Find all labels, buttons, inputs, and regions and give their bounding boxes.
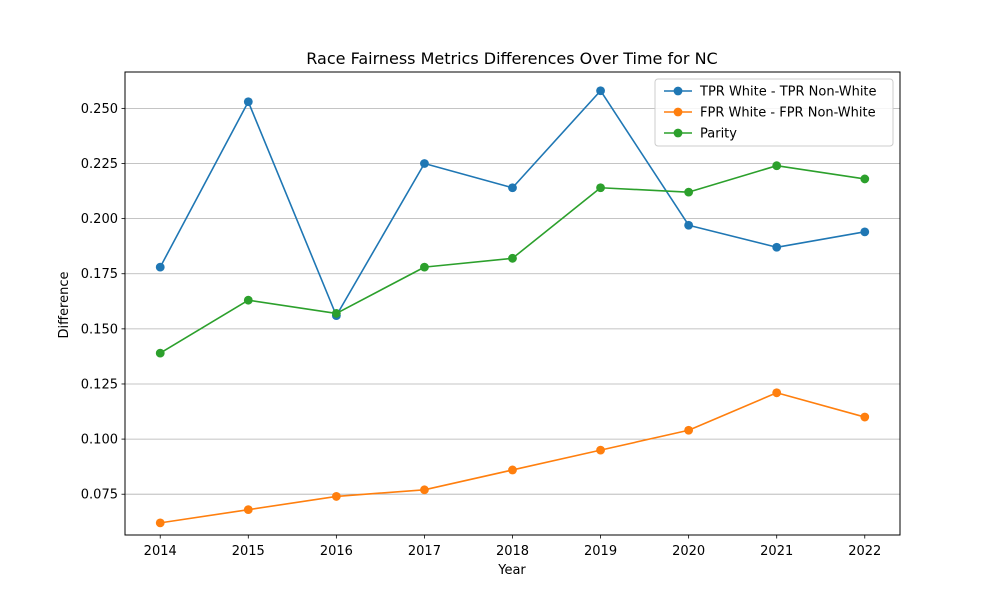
x-tick-label: 2015 <box>232 544 265 559</box>
legend-marker <box>673 86 683 96</box>
legend-label: TPR White - TPR Non-White <box>699 85 877 100</box>
legend-items: TPR White - TPR Non-White FPR White - FPR… <box>664 85 877 142</box>
data-point <box>772 388 782 398</box>
legend-box <box>654 78 894 147</box>
x-tick-label: 2022 <box>848 544 881 559</box>
data-point <box>420 159 429 168</box>
data-point <box>596 86 605 96</box>
data-point <box>508 183 517 193</box>
series-0 <box>155 86 870 321</box>
data-point <box>684 187 694 197</box>
x-tick-label: 2017 <box>408 544 441 559</box>
legend-item: Parity <box>664 127 737 142</box>
y-tick-label: 0.125 <box>81 377 118 392</box>
x-tick-label: 2014 <box>144 544 177 559</box>
data-point <box>772 161 782 171</box>
data-point <box>331 492 341 501</box>
x-tick-label: 2021 <box>760 544 793 559</box>
y-tick-label: 0.250 <box>81 102 118 117</box>
legend-marker <box>673 128 683 138</box>
x-tick-label: 2016 <box>320 544 353 559</box>
y-tick-label: 0.225 <box>81 157 118 172</box>
legend: TPR White - TPR Non-White FPR White - FPR… <box>654 78 894 147</box>
data-point <box>772 242 782 252</box>
data-point <box>243 505 253 515</box>
x-axis-label: Year <box>497 563 526 578</box>
data-point <box>508 465 517 475</box>
x-tick-label: 2018 <box>496 544 529 559</box>
y-axis-label: Difference <box>57 271 72 338</box>
series-layer <box>155 86 870 528</box>
y-tick-label: 0.200 <box>81 212 118 227</box>
legend-item: TPR White - TPR Non-White <box>664 85 877 100</box>
data-point <box>860 174 870 184</box>
x-tick-label: 2019 <box>584 544 617 559</box>
y-tick-label: 0.075 <box>81 488 118 503</box>
y-tick-label: 0.100 <box>81 433 118 448</box>
data-point <box>684 220 694 230</box>
gridlines <box>125 107 900 495</box>
y-tick-label: 0.175 <box>81 267 118 282</box>
data-point <box>331 309 341 318</box>
data-point <box>420 262 429 272</box>
chart-title: Race Fairness Metrics Differences Over T… <box>306 49 717 68</box>
data-point <box>684 425 694 435</box>
data-point <box>243 97 253 107</box>
data-point <box>243 295 253 305</box>
x-tick-label: 2020 <box>672 544 705 559</box>
series-1 <box>155 388 870 528</box>
data-point <box>155 518 165 528</box>
legend-item: FPR White - FPR Non-White <box>664 106 876 121</box>
legend-label: FPR White - FPR Non-White <box>700 106 876 121</box>
data-point <box>860 412 870 422</box>
legend-marker <box>673 107 683 117</box>
series-2 <box>155 161 870 358</box>
legend-label: Parity <box>700 127 737 142</box>
data-point <box>596 183 605 193</box>
data-point <box>860 227 870 237</box>
y-tick-label: 0.150 <box>81 322 118 337</box>
data-point <box>420 485 429 495</box>
x-ticks: 2014 2015 2016 2017 2018 2019 2020 2021 2022 <box>144 535 881 559</box>
data-point <box>155 348 165 358</box>
data-point <box>596 445 605 455</box>
y-ticks: 0.075 0.100 0.125 0.150 0.175 0.200 0.225 0.250 <box>81 102 125 503</box>
data-point <box>155 262 165 272</box>
data-point <box>508 253 517 263</box>
